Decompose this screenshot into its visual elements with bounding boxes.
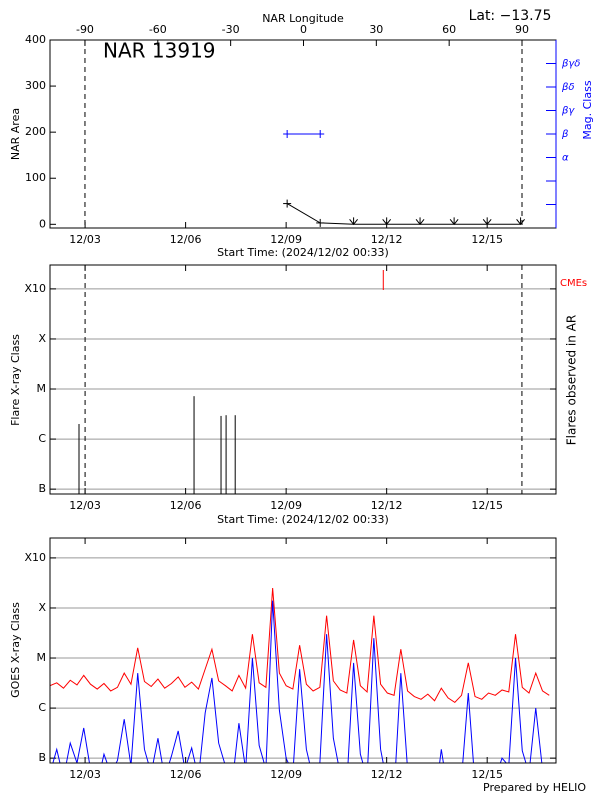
- marker: [415, 217, 425, 226]
- x-axis-label: Start Time: (2024/12/02 00:33): [217, 513, 389, 526]
- x2-tick-label: -30: [222, 23, 240, 36]
- y-tick-label: M: [37, 651, 47, 664]
- y2-axis-label: Mag. Class: [581, 80, 594, 139]
- y2-tick-label: βγ: [561, 106, 575, 117]
- y-tick-label: 400: [25, 33, 46, 46]
- y-tick-label: M: [37, 382, 47, 395]
- legend-label: CMEs: [560, 278, 587, 289]
- y-axis-label: GOES X-ray Class: [9, 602, 22, 698]
- series-line: [286, 203, 521, 225]
- series-line: [52, 600, 543, 763]
- x2-tick-label: -90: [76, 23, 94, 36]
- x-tick-label: 12/09: [270, 768, 302, 781]
- marker-part: [382, 217, 392, 226]
- y-tick-label: B: [38, 482, 46, 495]
- plot-frame: [49, 264, 557, 495]
- x-tick-label: 12/03: [69, 768, 101, 781]
- marker: [316, 218, 325, 227]
- y-tick-label: 0: [39, 217, 46, 230]
- marker-part: [415, 217, 425, 226]
- x2-axis-label: NAR Longitude: [262, 12, 344, 25]
- marker-part: [449, 217, 459, 226]
- series-line: [50, 588, 550, 704]
- y-tick-label: X10: [24, 282, 46, 295]
- x-tick-label: 12/09: [270, 499, 302, 512]
- marker: [316, 130, 325, 138]
- x-axis-label: Start Time: (2024/12/02 00:33): [217, 246, 389, 259]
- marker: [283, 199, 292, 208]
- y-axis-label: Flare X-ray Class: [9, 334, 22, 426]
- x-tick-label: 12/06: [170, 233, 202, 246]
- y2-tick-label: βγδ: [561, 59, 580, 70]
- latitude: Lat: −13.75: [469, 8, 552, 24]
- marker: [283, 130, 292, 138]
- y2-tick-label: α: [562, 153, 569, 164]
- y-tick-label: 300: [25, 79, 46, 92]
- marker: [449, 217, 459, 226]
- marker: [349, 217, 358, 226]
- marker-part: [482, 217, 492, 226]
- y-tick-label: 100: [25, 171, 46, 184]
- y-tick-label: X: [38, 601, 46, 614]
- x2-tick-label: 60: [442, 23, 456, 36]
- y-tick-label: X: [38, 332, 46, 345]
- x-tick-label: 12/06: [170, 499, 202, 512]
- x2-tick-label: 90: [515, 23, 529, 36]
- y-tick-label: C: [38, 432, 46, 445]
- y-tick-label: B: [38, 751, 46, 764]
- y2-tick-label: β: [561, 129, 569, 140]
- y-tick-label: C: [38, 701, 46, 714]
- marker: [382, 217, 392, 226]
- x-tick-label: 12/12: [371, 499, 403, 512]
- plot-frame: [49, 537, 557, 764]
- marker-part: [349, 217, 358, 226]
- marker: [482, 217, 492, 226]
- marker: [516, 217, 525, 226]
- x2-tick-label: 30: [369, 23, 383, 36]
- x-tick-label: 12/12: [371, 768, 403, 781]
- x-tick-label: 12/03: [69, 499, 101, 512]
- y-tick-label: 200: [25, 125, 46, 138]
- x-tick-label: 12/15: [471, 233, 503, 246]
- x-tick-label: 12/15: [471, 768, 503, 781]
- x-tick-label: 12/03: [69, 233, 101, 246]
- y-axis-label: NAR Area: [9, 108, 22, 160]
- credit: Prepared by HELIO: [483, 781, 586, 794]
- x-tick-label: 12/12: [371, 233, 403, 246]
- y2-axis-label: Flares observed in AR: [565, 315, 579, 445]
- x-tick-label: 12/09: [270, 233, 302, 246]
- y2-tick-label: βδ: [561, 82, 575, 93]
- x2-tick-label: 0: [300, 23, 307, 36]
- marker-part: [516, 217, 525, 226]
- x-tick-label: 12/06: [170, 768, 202, 781]
- x-tick-label: 12/15: [471, 499, 503, 512]
- y-tick-label: X10: [24, 551, 46, 564]
- chart-title: NAR 13919: [103, 39, 216, 63]
- x2-tick-label: -60: [149, 23, 167, 36]
